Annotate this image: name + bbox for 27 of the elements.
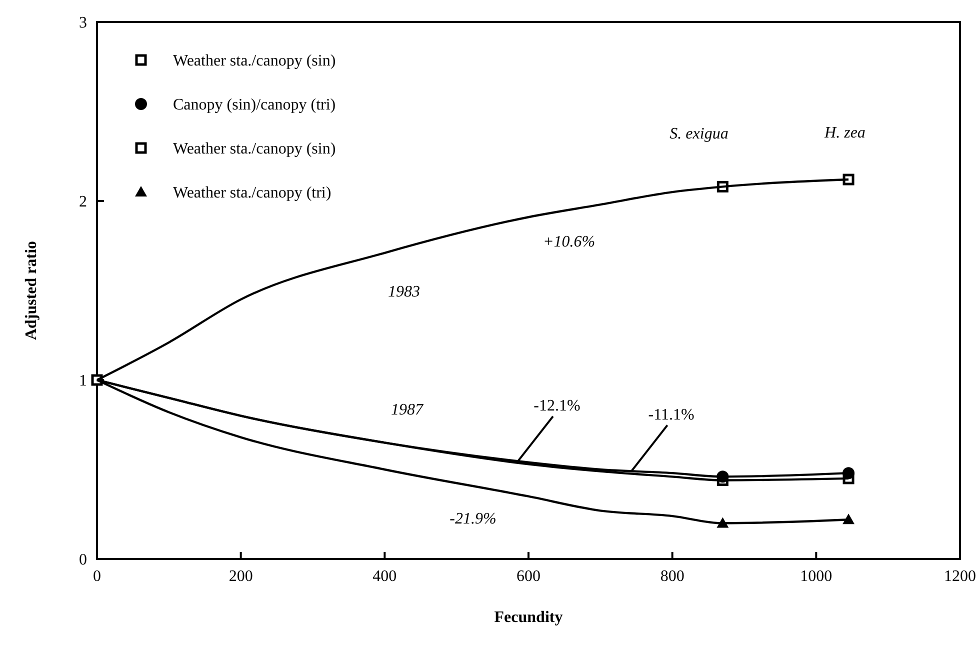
x-tick-label: 400 — [372, 568, 397, 585]
x-tick-label: 0 — [93, 568, 101, 585]
x-tick-label: 1200 — [944, 568, 976, 585]
y-tick-label: 3 — [79, 14, 87, 32]
x-tick-label: 1000 — [800, 568, 832, 585]
x-tick-label: 800 — [660, 568, 684, 585]
annotation: 1987 — [391, 402, 424, 419]
annotation: -21.9% — [450, 510, 496, 528]
x-tick-label: 200 — [228, 568, 253, 585]
annotation: -11.1% — [648, 406, 694, 424]
annotation: H. zea — [824, 124, 866, 142]
annotation: 1983 — [388, 284, 420, 301]
annotation: -12.1% — [534, 397, 580, 414]
annotation: +10.6% — [542, 234, 596, 251]
callout: -11.1% — [630, 406, 694, 472]
y-axis-title: Adjusted ratio — [23, 240, 40, 340]
x-tick-label: 600 — [516, 568, 540, 585]
y-tick-label: 2 — [79, 194, 87, 211]
y-tick-label: 1 — [79, 372, 87, 390]
annotation: S. exigua — [670, 126, 728, 143]
x-axis-title: Fecundity — [494, 609, 563, 626]
legend-label: Canopy (sin)/canopy (tri) — [173, 96, 336, 114]
legend-label: Weather sta./canopy (tri) — [173, 184, 332, 202]
legend-label: Weather sta./canopy (sin) — [173, 140, 336, 158]
legend-label: Weather sta./canopy (sin) — [173, 52, 336, 70]
y-tick-label: 0 — [79, 552, 87, 569]
callout: -12.1% — [516, 397, 580, 463]
